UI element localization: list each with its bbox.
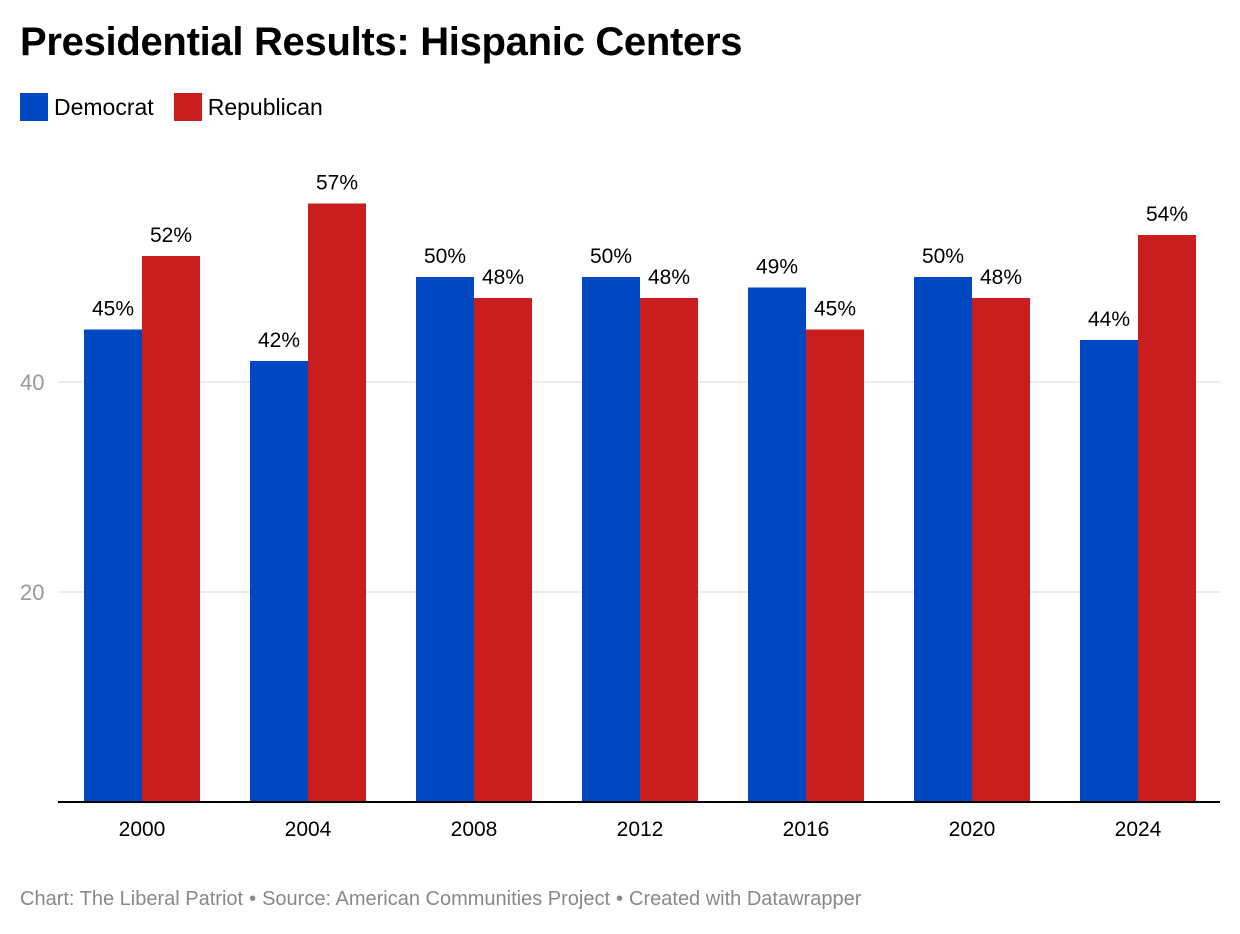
bar-democrat	[582, 277, 640, 802]
legend-item-democrat: Democrat	[20, 93, 154, 121]
data-label-democrat: 50%	[922, 245, 964, 268]
bar-republican	[474, 298, 532, 802]
bar-democrat	[748, 287, 806, 802]
footer-separator: •	[616, 888, 624, 910]
y-tick-label: 20	[20, 580, 44, 605]
data-label-republican: 48%	[980, 266, 1022, 289]
data-label-democrat: 44%	[1088, 308, 1130, 331]
bar-republican	[806, 329, 864, 802]
data-label-democrat: 50%	[424, 245, 466, 268]
data-label-republican: 54%	[1146, 203, 1188, 226]
data-label-republican: 48%	[648, 266, 690, 289]
data-label-republican: 57%	[316, 172, 358, 195]
bar-democrat	[914, 277, 972, 802]
data-label-republican: 52%	[150, 224, 192, 247]
legend-swatch-republican	[173, 93, 202, 121]
legend-label-democrat: Democrat	[54, 93, 154, 120]
legend: Democrat Republican	[20, 93, 343, 121]
data-label-democrat: 45%	[92, 298, 134, 321]
data-label-democrat: 42%	[258, 329, 300, 352]
footer-separator: •	[249, 888, 257, 910]
bar-democrat	[416, 277, 474, 802]
bar-republican	[1138, 235, 1196, 802]
x-tick-label: 2020	[949, 818, 996, 841]
data-label-democrat: 50%	[590, 245, 632, 268]
footer-source: Source: American Communities Project	[262, 888, 611, 910]
footer-chart-credit: Chart: The Liberal Patriot	[20, 888, 244, 910]
bar-democrat	[1080, 340, 1138, 802]
bar-republican	[142, 256, 200, 802]
x-tick-label: 2000	[119, 818, 166, 841]
legend-swatch-democrat	[20, 93, 48, 121]
bar-republican	[640, 298, 698, 802]
footer-created-with: Created with Datawrapper	[629, 888, 862, 910]
x-tick-label: 2004	[285, 818, 332, 841]
x-tick-label: 2024	[1115, 818, 1162, 841]
bar-republican	[972, 298, 1030, 802]
bar-democrat	[84, 329, 142, 802]
data-label-republican: 45%	[814, 298, 856, 321]
y-tick-label: 40	[20, 370, 44, 395]
data-label-democrat: 49%	[756, 256, 798, 279]
legend-item-republican: Republican	[173, 93, 323, 121]
chart-footer: Chart: The Liberal Patriot • Source: Ameri…	[20, 888, 861, 911]
chart-title: Presidential Results: Hispanic Centers	[20, 20, 743, 64]
bar-republican	[308, 203, 366, 802]
x-tick-label: 2008	[451, 818, 498, 841]
data-label-republican: 48%	[482, 266, 524, 289]
x-tick-label: 2016	[783, 818, 830, 841]
x-tick-label: 2012	[617, 818, 664, 841]
bar-democrat	[250, 361, 308, 802]
legend-label-republican: Republican	[207, 93, 323, 120]
